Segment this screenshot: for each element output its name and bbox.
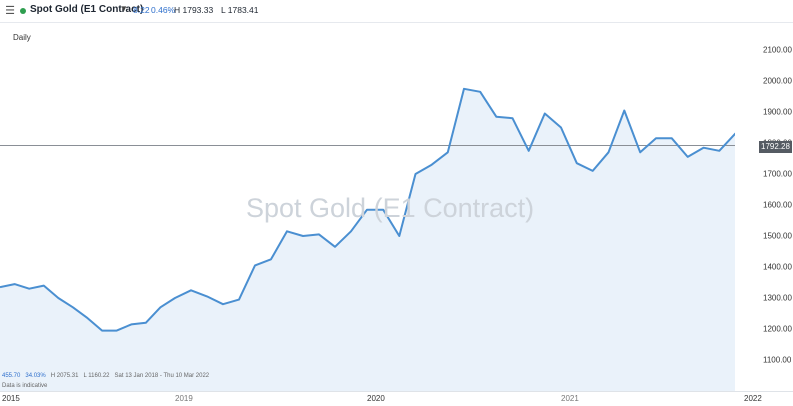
day-high: H 1793.33: [174, 5, 214, 15]
y-tick-label: 2100.00: [763, 45, 792, 55]
stats-dates: Sat 13 Jan 2018 - Thu 10 Mar 2022: [114, 373, 210, 379]
y-tick-label: 1200.00: [763, 324, 792, 334]
y-tick-label: 1300.00: [763, 293, 792, 303]
y-tick-label: 1400.00: [763, 262, 792, 272]
x-tick-label: 2021: [561, 394, 579, 403]
last-price-label: 1792.28: [759, 141, 792, 153]
time-axis: 2015 2019 2020 2021 2022: [0, 391, 793, 406]
day-low: L 1783.41: [221, 5, 259, 15]
y-tick-label: 1100.00: [763, 355, 792, 365]
y-tick-label: 1900.00: [763, 107, 792, 117]
price-series-line: [0, 87, 735, 332]
price-area-fill: [0, 88, 735, 391]
instrument-name[interactable]: Spot Gold (E1 Contract): [30, 4, 144, 15]
market-status-dot: [20, 8, 26, 14]
chart-watermark: Spot Gold (E1 Contract): [246, 193, 535, 223]
x-tick-label: 2015: [2, 394, 20, 403]
chart-period-label: Daily: [13, 33, 31, 42]
stats-low: L 1160.22: [83, 373, 110, 379]
disclaimer-text: Data is indicative: [2, 383, 48, 389]
chart-toolbar: ☰ Spot Gold (E1 Contract) ▼ 8.22 0.46% H…: [0, 0, 793, 23]
chart-stats: 455.70 34.03% H 2075.31 L 1160.22 Sat 13…: [2, 373, 209, 379]
stats-range-percent: 34.03%: [25, 373, 46, 379]
price-change-percent: 0.46%: [151, 5, 176, 15]
x-tick-label: 2022: [744, 394, 762, 403]
y-tick-label: 2000.00: [763, 76, 792, 86]
chevron-down-icon[interactable]: ▼: [120, 4, 128, 13]
price-chart[interactable]: [0, 23, 735, 391]
stats-high: H 2075.31: [50, 373, 79, 379]
y-tick-label: 1600.00: [763, 200, 792, 210]
y-tick-label: 1700.00: [763, 169, 792, 179]
stats-range: 455.70: [2, 373, 21, 379]
price-change: 8.22: [133, 5, 150, 15]
price-axis: 2100.002000.001900.001800.001700.001600.…: [735, 23, 793, 390]
x-tick-label: 2020: [367, 394, 385, 403]
hamburger-menu-icon[interactable]: ☰: [5, 5, 15, 17]
x-tick-label: 2019: [175, 394, 193, 403]
y-tick-label: 1500.00: [763, 231, 792, 241]
